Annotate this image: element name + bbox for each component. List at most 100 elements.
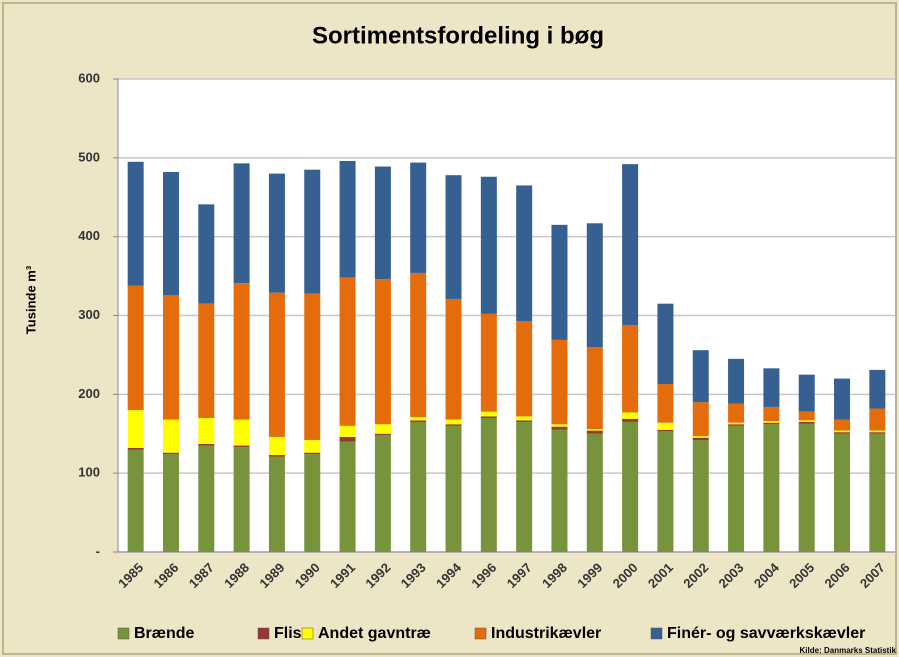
bar-segment [586,429,603,431]
bar-segment [410,421,427,552]
bar-segment [622,324,639,413]
bar-segment [410,420,427,422]
bar-segment [304,293,321,441]
bar-segment [798,411,815,421]
bar-segment [304,454,321,552]
bar-segment [516,416,533,421]
bar-segment [339,160,356,278]
bar-segment [198,204,215,304]
bar-segment [304,440,321,453]
bar-segment [162,172,179,296]
bar-segment [763,422,780,425]
bar-segment [763,368,780,407]
bar-segment [445,298,462,420]
bar-segment [551,224,568,340]
bar-segment [657,429,674,432]
bar-segment [445,425,462,552]
bar-segment [127,449,144,552]
bar-segment [834,378,851,420]
bar-segment [551,429,568,552]
bar-segment [410,417,427,421]
bar-segment [798,374,815,412]
bar-segment [834,430,851,433]
bar-segment [692,437,709,441]
bar-segment [339,436,356,442]
source: Kilde: Danmarks Statistik [800,646,897,655]
legend-swatch [257,627,270,640]
bar-segment [445,175,462,299]
bar-segment [516,185,533,322]
bar-segment [339,441,356,552]
legend-swatch [301,627,314,640]
bar-segment [586,430,603,434]
legend-swatch [650,627,663,640]
bar-segment [480,417,497,552]
bar-segment [268,173,285,293]
bar-segment [869,369,886,409]
y-tick-label: 300 [78,307,100,322]
bar-segment [480,176,497,314]
bar-segment [692,402,709,437]
bar-segment [551,426,568,430]
bar-segment [162,419,179,453]
bar-segment [233,163,250,284]
bar-segment [162,454,179,552]
bar-segment [586,433,603,552]
bar-segment [516,321,533,417]
bar-segment [869,408,886,431]
bar-segment [763,421,780,423]
bar-segment [798,421,815,424]
bar-segment [374,279,391,425]
bar-segment [728,422,745,425]
y-tick-label: 200 [78,386,100,401]
legend-swatch [117,627,130,640]
y-tick-label: 100 [78,465,100,480]
bar-segment [198,417,215,444]
bar-segment [445,424,462,426]
bar-segment [763,406,780,422]
bar-segment [410,272,427,418]
bar-segment [268,292,285,437]
bar-segment [869,433,886,552]
bar-segment [268,455,285,457]
bar-segment [233,447,250,552]
bar-segment [657,303,674,385]
bar-segment [127,447,144,450]
bar-segment [304,452,321,455]
bar-segment [339,425,356,437]
y-tick-label: 400 [78,228,100,243]
bar-segment [233,445,250,448]
y-tick-label: 500 [78,149,100,164]
bar-segment [834,432,851,434]
bar-segment [480,313,497,412]
y-tick-label: - [96,543,100,558]
legend-label: Flis [274,625,302,642]
bar-segment [198,443,215,446]
bar-segment [127,410,144,448]
legend-label: Andet gavntræ [318,625,431,642]
bar-segment [657,431,674,552]
chart-title: Sortimentsfordeling i bøg [312,22,604,49]
bar-segment [445,419,462,425]
bar-segment [622,412,639,419]
bar-segment [586,347,603,430]
bar-segment [586,223,603,348]
bar-segment [480,416,497,418]
bar-segment [798,420,815,422]
bar-segment [304,169,321,294]
bar-segment [798,423,815,552]
legend-label: Brænde [134,625,195,642]
bar-segment [728,425,745,552]
bar-segment [728,403,745,423]
legend-label: Finér- og savværkskævler [667,625,865,642]
bar-segment [622,421,639,552]
bar-segment [834,419,851,431]
bar-segment [127,161,144,286]
bar-segment [268,436,285,456]
bar-segment [834,433,851,552]
bar-segment [127,285,144,411]
bar-segment [374,435,391,552]
bar-segment [622,164,639,325]
